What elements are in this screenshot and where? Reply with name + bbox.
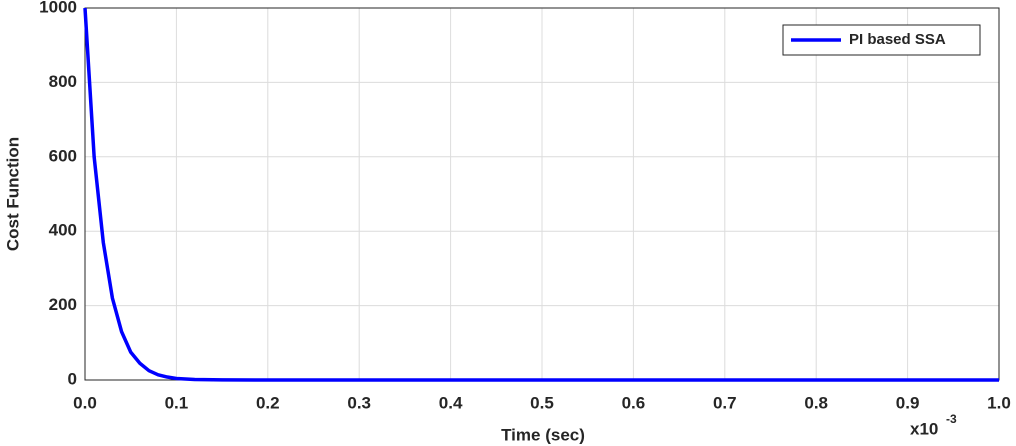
x-tick-label: 0.1 (165, 393, 189, 412)
x-tick-label: 0.4 (439, 393, 463, 412)
x-axis-label: Time (sec) (501, 425, 585, 444)
y-tick-label: 400 (49, 221, 77, 240)
y-axis-label: Cost Function (3, 137, 22, 251)
y-tick-label: 0 (68, 369, 77, 388)
x-multiplier: x10 (910, 419, 938, 438)
x-multiplier-exponent: -3 (946, 412, 957, 426)
x-tick-label: 1.0 (987, 393, 1011, 412)
x-tick-label: 0.3 (347, 393, 371, 412)
y-tick-label: 800 (49, 72, 77, 91)
x-tick-label: 0.0 (73, 393, 97, 412)
x-tick-label: 0.7 (713, 393, 737, 412)
x-tick-label: 0.6 (622, 393, 646, 412)
y-tick-label: 200 (49, 295, 77, 314)
x-tick-label: 0.5 (530, 393, 554, 412)
legend-label: PI based SSA (849, 31, 946, 48)
series-line (83, 7, 999, 382)
x-tick-label: 0.2 (256, 393, 280, 412)
y-tick-label: 1000 (39, 0, 77, 16)
x-tick-label: 0.8 (804, 393, 828, 412)
y-tick-label: 600 (49, 146, 77, 165)
x-tick-label: 0.9 (896, 393, 920, 412)
